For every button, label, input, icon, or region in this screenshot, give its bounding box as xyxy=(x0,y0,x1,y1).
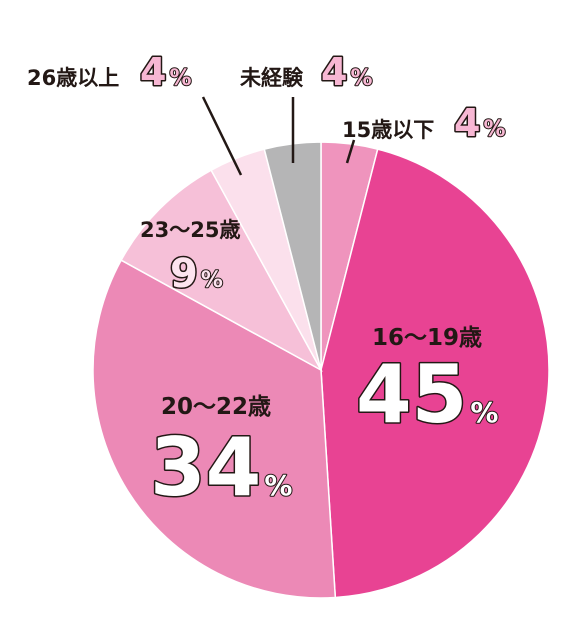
slice-value-label: 45% xyxy=(356,348,498,441)
slice-category-label: 未経験 xyxy=(240,66,304,90)
slice-value-label: 4% xyxy=(140,50,192,94)
slice-category-label: 23〜25歳 xyxy=(140,218,240,242)
leader-lines xyxy=(201,96,356,176)
leader-line xyxy=(345,139,356,164)
slice-category-label: 20〜22歳 xyxy=(161,394,271,420)
leader-line xyxy=(201,96,243,176)
slice-value-label: 4% xyxy=(454,101,506,145)
slice-category-label: 26歳以上 xyxy=(27,66,119,90)
slice-value-label: 34% xyxy=(150,421,292,514)
pie-slices xyxy=(92,141,550,599)
slice-category-label: 15歳以下 xyxy=(342,118,434,142)
pie-slice xyxy=(120,169,323,372)
slice-value-label: 9% xyxy=(170,251,223,297)
slice-value-label: 4% xyxy=(321,50,373,94)
slice-category-label: 16〜19歳 xyxy=(372,325,482,351)
pie-slice xyxy=(320,148,550,599)
